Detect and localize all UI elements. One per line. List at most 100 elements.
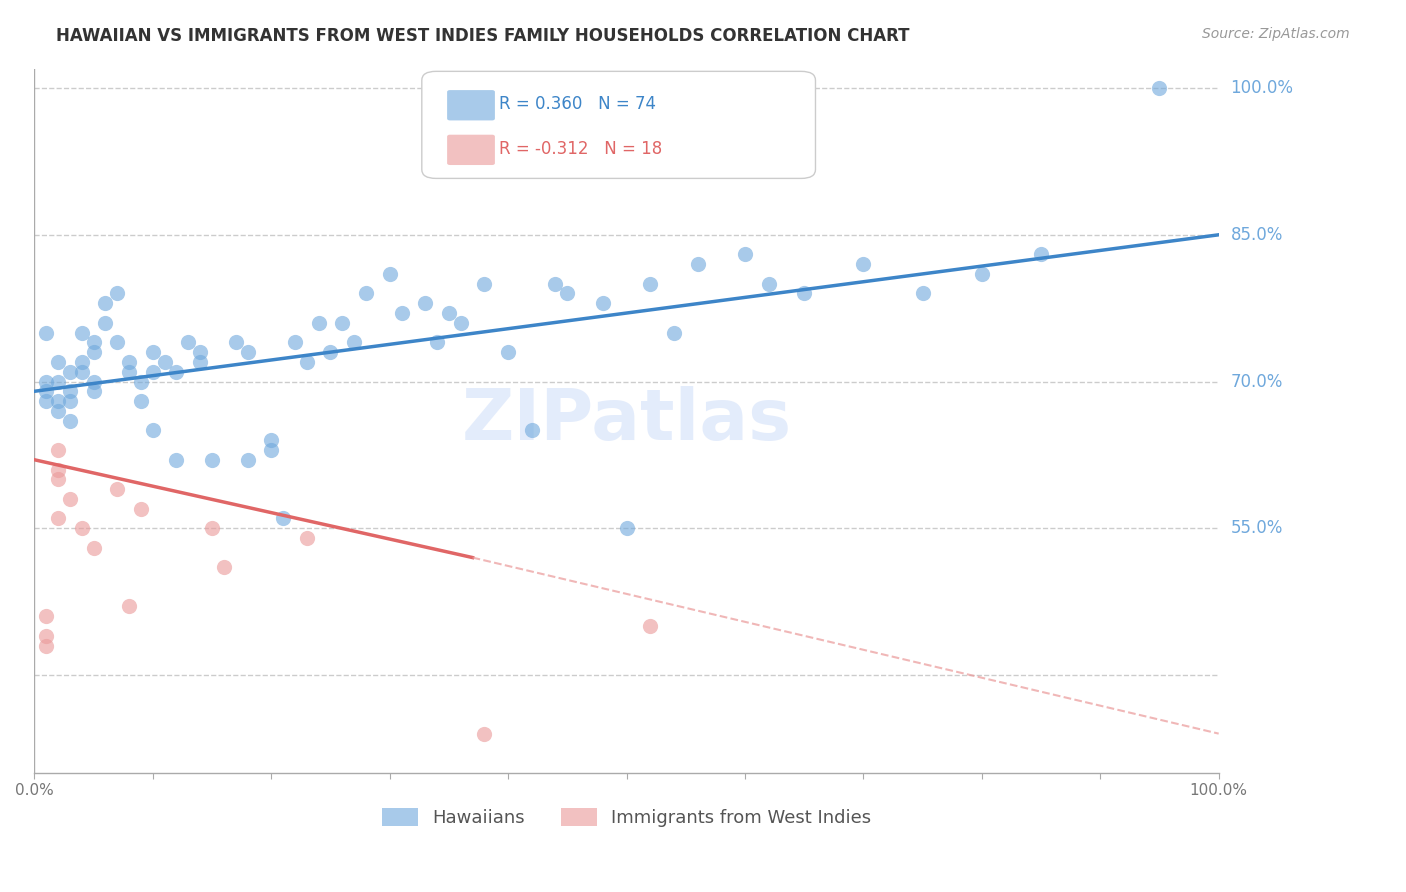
Point [46,472,69,486]
Point [734,247,756,261]
Point [35,639,58,653]
Point [83,384,105,399]
Point [105,335,128,350]
Point [70,326,93,340]
Text: 55.0%: 55.0% [1230,519,1282,537]
Point [236,452,259,467]
Point [83,345,105,359]
Point [129,501,152,516]
Point [426,335,449,350]
Point [105,482,128,496]
Point [46,462,69,476]
Point [378,267,401,281]
Point [83,375,105,389]
Point [46,404,69,418]
Point [83,335,105,350]
Point [70,355,93,369]
Point [118,599,141,614]
Point [83,541,105,555]
Point [544,277,567,291]
Point [852,257,875,271]
Point [142,424,165,438]
Point [59,414,82,428]
Point [686,257,709,271]
Point [35,326,58,340]
Point [166,452,188,467]
Point [271,511,294,525]
Point [129,394,152,409]
Point [496,345,519,359]
Point [59,491,82,506]
Point [59,384,82,399]
Point [1149,81,1171,95]
Point [46,355,69,369]
Point [59,394,82,409]
Point [474,277,496,291]
Point [295,531,318,545]
Point [201,452,224,467]
Point [284,335,307,350]
Point [474,726,496,740]
Point [450,316,472,330]
Point [319,345,342,359]
Point [758,277,780,291]
Point [308,316,330,330]
Point [555,286,578,301]
Point [129,375,152,389]
Point [166,365,188,379]
Point [35,384,58,399]
Point [177,335,200,350]
Point [330,316,353,330]
Point [94,316,117,330]
Point [201,521,224,535]
Point [1029,247,1052,261]
Text: 70.0%: 70.0% [1230,373,1282,391]
Point [343,335,366,350]
Point [105,286,128,301]
Text: HAWAIIAN VS IMMIGRANTS FROM WEST INDIES FAMILY HOUSEHOLDS CORRELATION CHART: HAWAIIAN VS IMMIGRANTS FROM WEST INDIES … [56,27,910,45]
Point [638,619,661,633]
Text: R = -0.312   N = 18: R = -0.312 N = 18 [499,140,662,158]
Point [118,355,141,369]
Point [260,433,283,447]
Point [46,511,69,525]
Point [616,521,638,535]
Point [662,326,685,340]
Point [911,286,934,301]
Point [638,277,661,291]
Point [94,296,117,310]
Point [188,355,211,369]
Point [592,296,614,310]
Text: R = 0.360   N = 74: R = 0.360 N = 74 [499,95,657,113]
Point [793,286,815,301]
Point [354,286,377,301]
Point [35,375,58,389]
Text: 85.0%: 85.0% [1230,226,1282,244]
Text: ZIPatlas: ZIPatlas [461,386,792,455]
Point [391,306,413,320]
Point [437,306,460,320]
Point [225,335,247,350]
Point [46,375,69,389]
Point [46,394,69,409]
Point [46,442,69,457]
Point [153,355,176,369]
Point [70,521,93,535]
Point [236,345,259,359]
Point [142,345,165,359]
Point [295,355,318,369]
Point [35,629,58,643]
Text: 100.0%: 100.0% [1230,79,1294,97]
Point [59,365,82,379]
Point [970,267,993,281]
Point [520,424,543,438]
Point [212,560,235,574]
Point [413,296,436,310]
Point [118,365,141,379]
Point [188,345,211,359]
Point [142,365,165,379]
Point [35,609,58,624]
Point [35,394,58,409]
Point [70,365,93,379]
Text: Source: ZipAtlas.com: Source: ZipAtlas.com [1202,27,1350,41]
